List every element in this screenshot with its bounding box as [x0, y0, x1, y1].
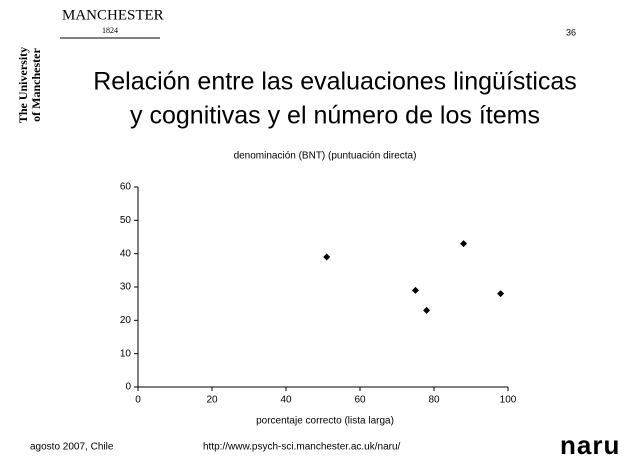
- point: [497, 290, 505, 298]
- x-axis-label: porcentaje correcto (lista larga): [256, 416, 394, 427]
- page-number: 36: [566, 27, 576, 37]
- x-tick-label: 20: [206, 395, 218, 406]
- side-text: The University: [16, 47, 30, 123]
- y-tick-label: 30: [120, 282, 132, 293]
- y-tick-label: 0: [125, 382, 131, 393]
- y-tick-label: 50: [120, 215, 132, 226]
- side-text: of Manchester: [29, 48, 43, 122]
- x-tick-label: 100: [500, 395, 517, 406]
- y-tick-label: 60: [120, 182, 132, 193]
- x-tick-label: 60: [354, 395, 366, 406]
- logo: MANCHESTER: [62, 7, 164, 23]
- point: [323, 253, 331, 261]
- side-logo: The University of Manchester: [16, 47, 43, 123]
- x-tick-label: 40: [280, 395, 292, 406]
- point: [423, 306, 431, 314]
- slide-title: y cognitivas y el número de los ítems: [130, 102, 540, 130]
- footer-logo: naru: [560, 430, 620, 460]
- footer-url: http://www.psych-sci.manchester.ac.uk/na…: [203, 442, 401, 453]
- x-tick-label: 0: [135, 395, 141, 406]
- footer-left: agosto 2007, Chile: [30, 442, 114, 453]
- x-tick-label: 80: [428, 395, 440, 406]
- point: [412, 286, 419, 294]
- y-tick-label: 20: [120, 315, 132, 326]
- y-tick-label: 40: [120, 248, 132, 259]
- y-tick-label: 10: [120, 348, 132, 359]
- slide-title: Relación entre las evaluaciones lingüíst…: [93, 68, 577, 96]
- logo-year: 1824: [102, 26, 118, 35]
- point: [460, 240, 468, 248]
- chart-title: denominación (BNT) (puntuación directa): [234, 151, 417, 162]
